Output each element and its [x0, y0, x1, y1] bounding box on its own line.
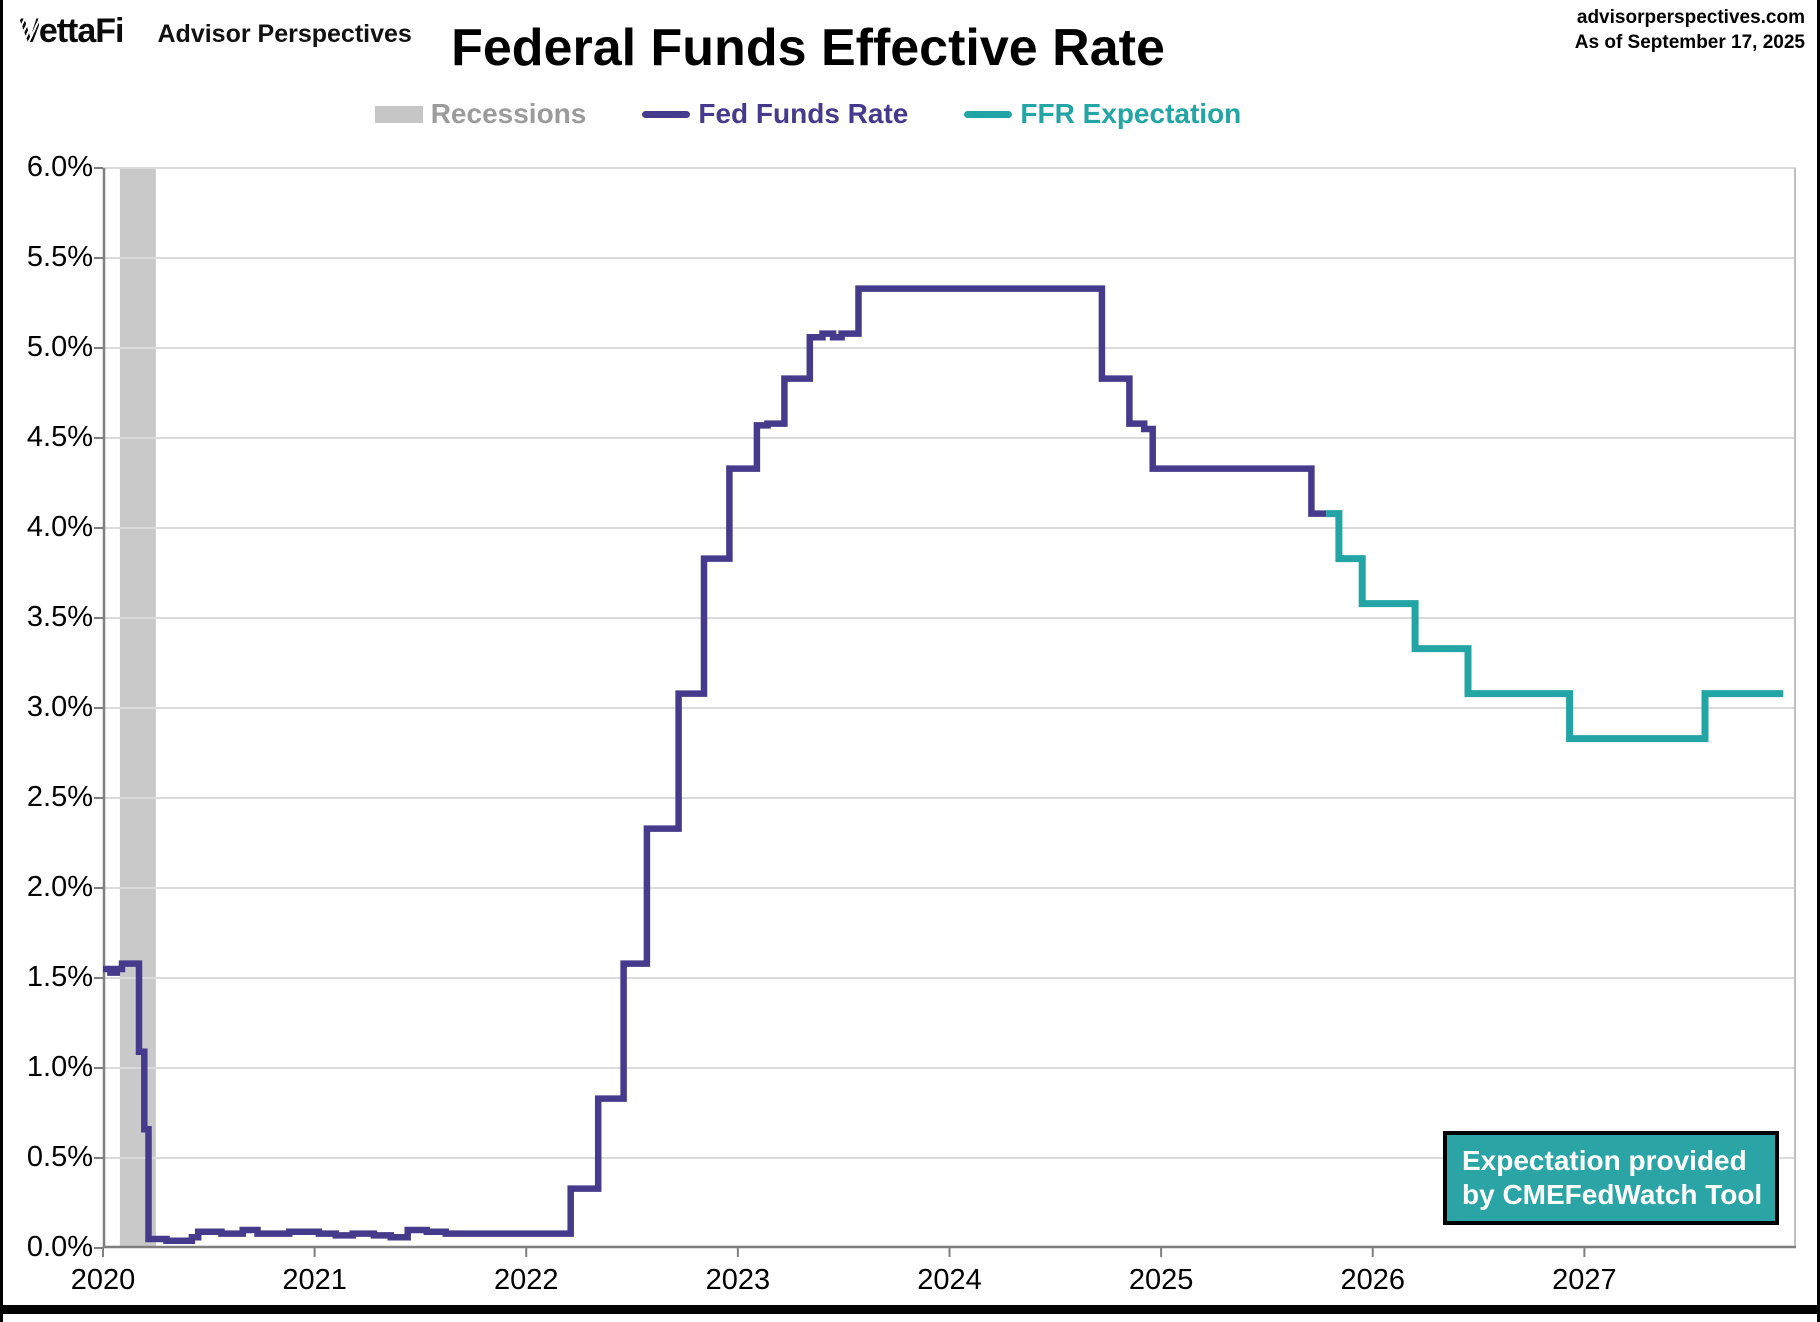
- y-tick-label: 2.5%: [26, 781, 93, 813]
- chart-title: Federal Funds Effective Rate: [451, 19, 1165, 77]
- legend-item-recessions: Recessions: [374, 98, 587, 130]
- annotation-line-1: Expectation provided: [1462, 1144, 1747, 1176]
- x-tick-label: 2026: [1340, 1264, 1405, 1296]
- x-tick-label: 2020: [70, 1264, 136, 1296]
- y-tick-label: 0.5%: [26, 1141, 93, 1173]
- legend-label-recessions: Recessions: [430, 98, 587, 129]
- chart-svg: [94, 167, 1796, 1257]
- bottom-rule: [3, 1305, 1817, 1314]
- y-tick-label: 4.5%: [26, 421, 93, 453]
- as-of-date: As of September 17, 2025: [1574, 31, 1805, 53]
- y-tick-label: 5.0%: [26, 331, 93, 363]
- vettafi-wordmark-rest: ettaFi: [38, 12, 125, 50]
- vettafi-striped-v: V: [19, 12, 40, 50]
- advisor-perspectives-label: Advisor Perspectives: [157, 20, 412, 48]
- vettafi-logo: VettaFi Advisor Perspectives: [19, 12, 412, 51]
- y-tick-label: 3.0%: [26, 691, 93, 723]
- chart-legend: Recessions Fed Funds Rate FFR Expectatio…: [3, 98, 1613, 130]
- plot-area: [94, 167, 1796, 1257]
- x-tick-label: 2022: [493, 1264, 559, 1296]
- fed-funds-rate-swatch: [642, 110, 691, 118]
- legend-item-fed-funds-rate: Fed Funds Rate: [642, 98, 908, 130]
- y-tick-label: 5.5%: [26, 241, 93, 273]
- y-tick-label: 6.0%: [26, 151, 93, 183]
- x-tick-label: 2025: [1128, 1264, 1194, 1296]
- y-tick-label: 1.0%: [26, 1051, 93, 1083]
- legend-label-ffr-expectation: FFR Expectation: [1020, 98, 1242, 129]
- x-tick-label: 2024: [917, 1264, 982, 1296]
- x-tick-label: 2023: [705, 1264, 771, 1296]
- legend-item-ffr-expectation: FFR Expectation: [964, 98, 1241, 130]
- y-tick-label: 2.0%: [26, 871, 93, 903]
- ffr-expectation-line: [1326, 510, 1784, 743]
- y-tick-label: 4.0%: [26, 511, 93, 543]
- x-tick-label: 2027: [1552, 1264, 1617, 1296]
- y-tick-label: 1.5%: [26, 961, 93, 993]
- expectation-annotation-box: Expectation provided by CMEFedWatch Tool: [1443, 1131, 1779, 1225]
- source-site: advisorperspectives.com: [1576, 7, 1805, 28]
- y-tick-label: 0.0%: [26, 1231, 93, 1263]
- recession-swatch: [374, 105, 423, 123]
- vettafi-wordmark: VettaFi: [19, 12, 124, 51]
- annotation-line-2: by CMEFedWatch Tool: [1462, 1179, 1763, 1210]
- ffr-expectation-swatch: [964, 110, 1013, 118]
- y-tick-label: 3.5%: [26, 601, 93, 633]
- x-tick-label: 2021: [282, 1264, 347, 1296]
- fed-funds-rate-line: [103, 285, 1327, 1245]
- source-block: advisorperspectives.com As of September …: [1575, 6, 1805, 55]
- legend-label-fed-funds-rate: Fed Funds Rate: [698, 98, 909, 129]
